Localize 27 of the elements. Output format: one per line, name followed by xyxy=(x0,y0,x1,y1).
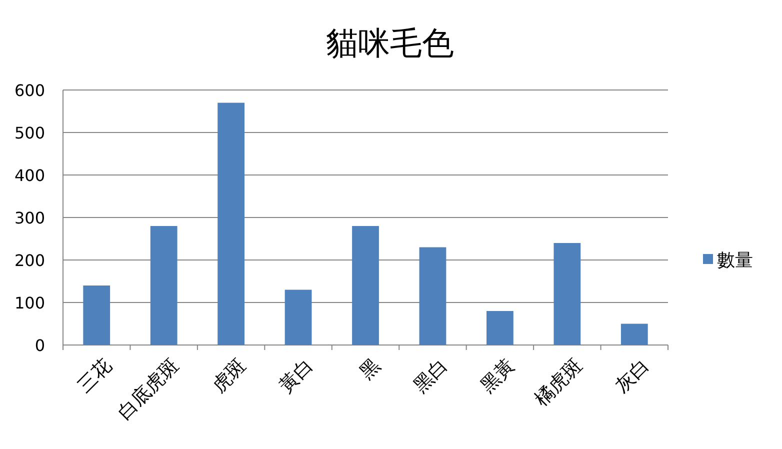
y-tick-label: 400 xyxy=(14,166,45,185)
bar xyxy=(83,286,110,345)
y-tick-label: 300 xyxy=(14,208,45,228)
y-tick-label: 200 xyxy=(14,251,45,270)
bar xyxy=(486,311,514,345)
bar xyxy=(284,290,312,345)
bar xyxy=(620,324,648,345)
y-tick-label: 0 xyxy=(34,336,45,355)
y-tick-label: 600 xyxy=(14,81,45,100)
x-tick-label: 三花 xyxy=(73,354,116,398)
legend-label: 數量 xyxy=(717,250,753,271)
bar xyxy=(554,243,581,345)
bar xyxy=(150,226,178,345)
x-tick-label: 灰白 xyxy=(611,354,654,398)
x-tick-label: 黑白 xyxy=(409,354,452,398)
x-tick-label: 黑黃 xyxy=(476,354,520,398)
x-tick-label: 虎斑 xyxy=(208,354,250,398)
x-tick-label: 黑 xyxy=(356,354,385,384)
x-tick-label: 黃白 xyxy=(275,354,318,398)
y-tick-label: 500 xyxy=(14,124,45,142)
x-tick-label: 白底虎斑 xyxy=(114,354,183,424)
bar xyxy=(218,102,244,345)
bar xyxy=(419,247,446,345)
chart-title: 貓咪毛色 xyxy=(326,24,454,62)
bar xyxy=(352,226,379,345)
x-tick-label: 橘虎斑 xyxy=(530,354,586,410)
y-tick-label: 100 xyxy=(14,294,45,312)
